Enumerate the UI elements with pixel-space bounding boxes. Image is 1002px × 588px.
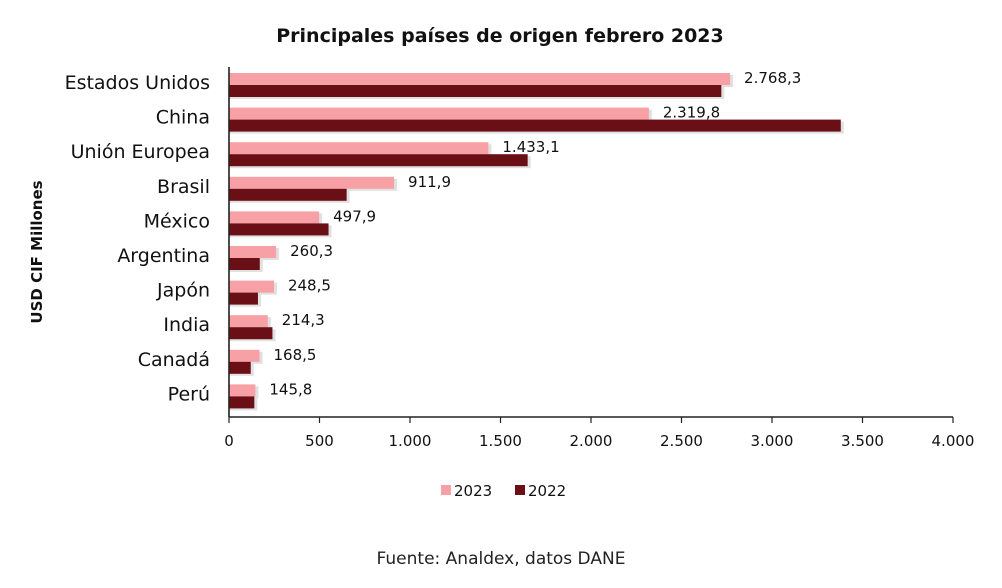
x-tick-label: 4.000 — [932, 432, 975, 450]
y-axis-label: USD CIF Millones — [28, 180, 46, 323]
legend-swatch-2023 — [441, 485, 451, 495]
legend-label-2023: 2023 — [454, 482, 492, 500]
data-label: 2.319,8 — [663, 104, 720, 122]
x-tick-label: 2.000 — [570, 432, 613, 450]
source-note: Fuente: Analdex, datos DANE — [376, 549, 626, 569]
data-label: 248,5 — [288, 277, 331, 295]
category-label: India — [163, 314, 210, 336]
category-label: Perú — [168, 383, 210, 405]
x-tick-label: 3.000 — [751, 432, 794, 450]
category-label: Canadá — [138, 349, 210, 371]
bar-2022 — [229, 119, 841, 132]
bar-2022 — [229, 85, 722, 97]
bar-2023 — [229, 107, 649, 120]
bar-2023 — [229, 142, 489, 155]
category-label: Brasil — [157, 176, 210, 198]
bar-2023 — [229, 211, 320, 224]
data-label: 1.433,1 — [502, 138, 559, 156]
data-label: 145,8 — [269, 380, 312, 398]
legend-swatch-2022 — [515, 485, 525, 495]
category-label: Argentina — [117, 245, 210, 267]
category-label: Unión Europea — [71, 141, 210, 163]
category-label: Japón — [156, 280, 210, 302]
x-tick-label: 1.000 — [389, 432, 432, 450]
legend-label-2022: 2022 — [528, 482, 566, 500]
data-label: 911,9 — [408, 173, 451, 191]
data-label: 260,3 — [290, 242, 333, 260]
bar-2022 — [229, 223, 329, 236]
bar-chart: Principales países de origen febrero 202… — [28, 25, 975, 500]
bar-2022 — [229, 396, 255, 409]
bar-2023 — [229, 176, 395, 189]
bar-2022 — [229, 188, 347, 201]
bar-2022 — [229, 154, 528, 167]
bar-2023 — [229, 246, 277, 258]
bar-2022 — [229, 361, 251, 374]
data-label: 168,5 — [273, 346, 316, 364]
x-tick-label: 3.500 — [841, 432, 884, 450]
x-tick-label: 0 — [224, 432, 234, 450]
axes-group: Estados Unidos China Unión Europea Brasil Mé… — [65, 67, 975, 450]
chart-title: Principales países de origen febrero 202… — [276, 25, 724, 47]
legend: 2023 2022 — [441, 482, 566, 500]
category-label: China — [156, 107, 210, 129]
x-tick-label: 500 — [305, 432, 334, 450]
bar-2023 — [229, 315, 268, 328]
bar-2022 — [229, 258, 260, 270]
data-label: 497,9 — [333, 207, 376, 225]
x-tick-label: 1.500 — [479, 432, 522, 450]
bar-2022 — [229, 292, 258, 305]
bar-2023 — [229, 384, 256, 397]
data-label: 214,3 — [282, 311, 325, 329]
bar-2023 — [229, 280, 274, 293]
bar-2023 — [229, 73, 731, 85]
x-tick-label: 2.500 — [660, 432, 703, 450]
category-label: Estados Unidos — [65, 72, 210, 94]
data-label: 2.768,3 — [744, 69, 801, 87]
bar-2022 — [229, 327, 273, 340]
bar-2023 — [229, 349, 260, 362]
category-label: México — [144, 210, 210, 232]
